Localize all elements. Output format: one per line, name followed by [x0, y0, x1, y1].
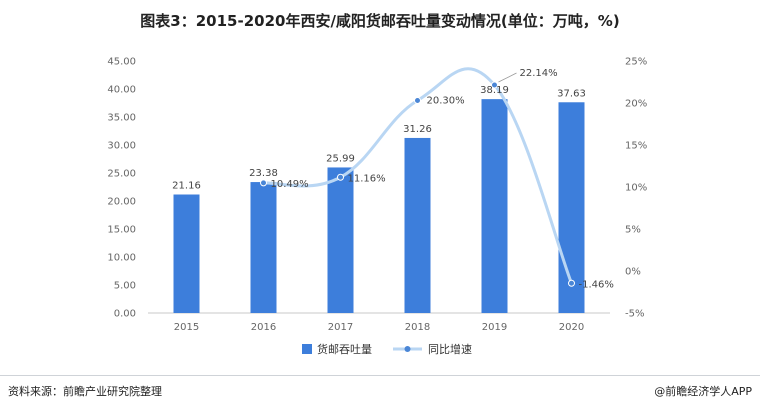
y-left-tick-label: 5.00: [114, 281, 136, 292]
bar: [250, 182, 277, 313]
bar-data-label: 31.26: [403, 124, 432, 135]
y-left-tick-label: 25.00: [107, 169, 136, 180]
y-right-tick-label: 0%: [625, 267, 641, 278]
y-right-tick-label: 10%: [625, 183, 647, 194]
bar: [404, 137, 431, 313]
bar-data-label: 21.16: [172, 181, 201, 192]
y-left-tick-label: 10.00: [107, 253, 136, 264]
bar: [327, 167, 354, 313]
bar: [481, 99, 508, 313]
bar: [558, 102, 585, 313]
y-left-tick-label: 45.00: [107, 57, 136, 68]
x-tick-label: 2015: [174, 322, 199, 333]
growth-line: [263, 67, 573, 284]
labels-layer: 21.16 23.38 25.99 31.26 38.19 37.63 10.49% 11.1…: [172, 68, 614, 290]
axes-layer: 0.00 5.00 10.00 15.00 20.00 25.00 30.00 35.00 40…: [107, 57, 647, 334]
line-point: [414, 96, 421, 104]
line-point: [491, 81, 498, 89]
line-point: [260, 179, 267, 187]
x-tick-label: 2020: [559, 322, 584, 333]
legend-bar-label: 货邮吞吐量: [317, 342, 372, 356]
y-left-tick-label: 35.00: [107, 113, 136, 124]
bar-data-label: 38.19: [480, 85, 509, 96]
y-right-tick-label: 15%: [625, 141, 647, 152]
line-point: [337, 173, 344, 181]
line-data-label: 20.30%: [427, 95, 465, 106]
x-tick-label: 2019: [482, 322, 507, 333]
x-tick-label: 2018: [405, 322, 430, 333]
y-right-tick-label: 25%: [625, 57, 647, 68]
bar: [173, 194, 200, 313]
y-left-tick-label: 30.00: [107, 141, 136, 152]
chart-title: 图表3：2015-2020年西安/咸阳货邮吞吐量变动情况(单位：万吨，%): [140, 12, 620, 30]
y-left-tick-label: 40.00: [107, 85, 136, 96]
line-layer: [260, 67, 575, 287]
y-right-tick-label: -5%: [625, 309, 644, 320]
y-right-tick-label: 5%: [625, 225, 641, 236]
y-left-tick-label: 0.00: [114, 309, 136, 320]
y-right-tick-label: 20%: [625, 99, 647, 110]
y-left-tick-label: 20.00: [107, 197, 136, 208]
legend: 货邮吞吐量 同比增速: [302, 342, 472, 356]
copyright-note: @前瞻经济学人APP: [654, 385, 752, 398]
bar-data-label: 23.38: [249, 168, 278, 179]
bars-layer: [173, 99, 585, 313]
x-tick-label: 2017: [328, 322, 353, 333]
source-note: 资料来源：前瞻产业研究院整理: [8, 385, 162, 398]
legend-line-marker: [404, 346, 411, 352]
line-point: [568, 279, 575, 287]
legend-bar-swatch: [302, 344, 312, 354]
line-data-label: 22.14%: [520, 68, 558, 79]
bar-data-label: 37.63: [557, 88, 586, 99]
y-left-tick-label: 15.00: [107, 225, 136, 236]
line-data-label: -1.46%: [579, 279, 614, 290]
data-label-leader: [498, 72, 517, 83]
legend-line-label: 同比增速: [428, 342, 472, 356]
line-data-label: 10.49%: [271, 179, 309, 190]
line-data-label: 11.16%: [348, 173, 386, 184]
x-tick-label: 2016: [251, 322, 276, 333]
bar-data-label: 25.99: [326, 153, 355, 164]
footer: 资料来源：前瞻产业研究院整理 @前瞻经济学人APP: [0, 375, 760, 404]
